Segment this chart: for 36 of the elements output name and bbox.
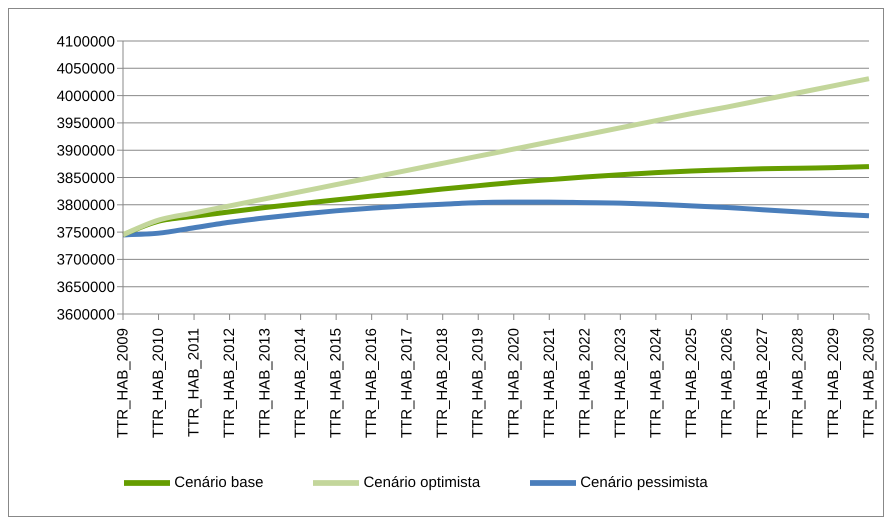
legend-label: Cenário optimista xyxy=(363,474,480,491)
y-tick-label: 3850000 xyxy=(56,170,115,187)
y-tick-label: 4100000 xyxy=(56,33,115,50)
x-tick-label: TTR_HAB_2015 xyxy=(328,328,345,438)
y-tick-label: 3750000 xyxy=(56,224,115,242)
x-tick-label: TTR_HAB_2021 xyxy=(540,328,558,438)
x-tick-label: TTR_HAB_2017 xyxy=(398,328,416,438)
y-tick-label: 3950000 xyxy=(56,115,115,132)
x-tick-label: TTR_HAB_2028 xyxy=(789,328,806,438)
x-tick-label: TTR_HAB_2026 xyxy=(718,328,736,438)
x-tick-label: TTR_HAB_2010 xyxy=(150,328,168,438)
x-tick-label: TTR_HAB_2020 xyxy=(505,328,522,438)
y-tick-label: 4050000 xyxy=(56,60,115,78)
x-tick-label: TTR_HAB_2027 xyxy=(754,328,771,438)
x-tick-label: TTR_HAB_2024 xyxy=(647,328,664,438)
y-tick-label: 3700000 xyxy=(56,252,115,269)
y-tick-label: 3650000 xyxy=(56,279,115,296)
legend-label: Cenário pessimista xyxy=(580,474,708,491)
x-tick-label: TTR_HAB_2018 xyxy=(434,328,452,438)
x-tick-label: TTR_HAB_2019 xyxy=(470,328,487,438)
x-tick-label: TTR_HAB_2022 xyxy=(576,328,594,438)
x-tick-label: TTR_HAB_2013 xyxy=(256,328,274,438)
y-tick-label: 3900000 xyxy=(56,142,115,160)
x-tick-label: TTR_HAB_2016 xyxy=(363,328,380,438)
x-tick-label: TTR_HAB_2023 xyxy=(612,328,629,438)
x-tick-label: TTR_HAB_2009 xyxy=(114,328,132,438)
x-tick-label: TTR_HAB_2030 xyxy=(860,328,878,438)
y-tick-label: 3600000 xyxy=(56,306,115,324)
x-tick-label: TTR_HAB_2014 xyxy=(292,328,310,438)
x-tick-label: TTR_HAB_2029 xyxy=(824,328,842,438)
x-tick-label: TTR_HAB_2012 xyxy=(221,328,238,438)
x-tick-label: TTR_HAB_2011 xyxy=(186,328,203,437)
x-tick-label: TTR_HAB_2025 xyxy=(682,328,700,438)
y-tick-label: 3800000 xyxy=(56,197,115,214)
y-tick-label: 4000000 xyxy=(56,88,115,105)
legend-label: Cenário base xyxy=(174,474,264,491)
